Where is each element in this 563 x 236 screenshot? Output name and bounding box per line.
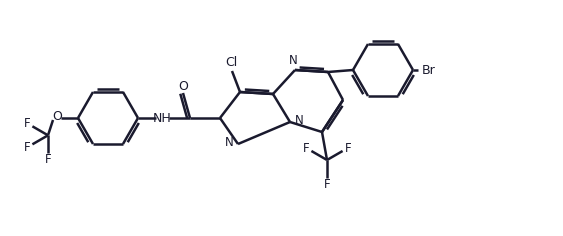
Text: F: F <box>24 141 30 154</box>
Text: F: F <box>44 153 51 166</box>
Text: Br: Br <box>422 63 436 76</box>
Text: N: N <box>289 55 297 67</box>
Text: F: F <box>24 117 30 130</box>
Text: O: O <box>178 80 188 93</box>
Text: F: F <box>324 177 330 190</box>
Text: N: N <box>225 136 234 149</box>
Text: F: F <box>303 142 310 155</box>
Text: Cl: Cl <box>225 56 237 69</box>
Text: N: N <box>294 114 303 127</box>
Text: NH: NH <box>153 111 171 125</box>
Text: O: O <box>52 110 62 123</box>
Text: F: F <box>345 142 351 155</box>
